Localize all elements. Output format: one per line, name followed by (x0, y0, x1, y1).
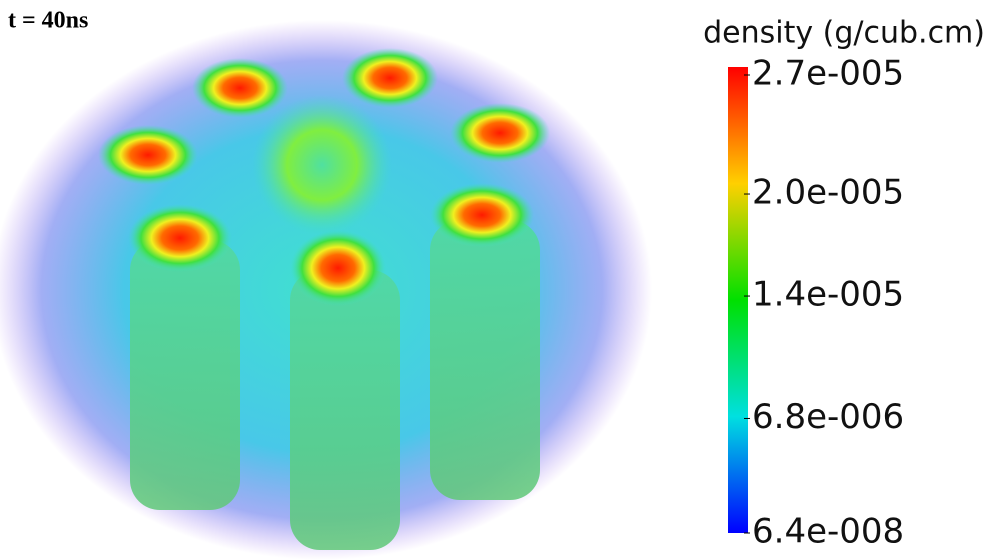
colorbar-ticks: 2.7e-005 2.0e-005 1.4e-005 6.8e-006 6.4e-008 (744, 54, 904, 552)
time-label: t = 40ns (8, 8, 88, 34)
colorbar-tick-label: 2.0e-005 (752, 173, 904, 213)
colorbar-tick-label: 2.7e-005 (752, 54, 904, 94)
colorbar-tick-label: 6.4e-008 (752, 512, 904, 552)
volume-render (0, 20, 652, 560)
colorbar-tick-label: 6.8e-006 (752, 397, 904, 437)
colorbar (728, 67, 748, 533)
colorbar-tick-label: 1.4e-005 (752, 275, 904, 315)
colorbar-title: density (g/cub.cm) (703, 16, 985, 51)
render-view: t = 40ns density (g/cub.cm) 2.7e-005 2.0e… (0, 0, 1000, 560)
